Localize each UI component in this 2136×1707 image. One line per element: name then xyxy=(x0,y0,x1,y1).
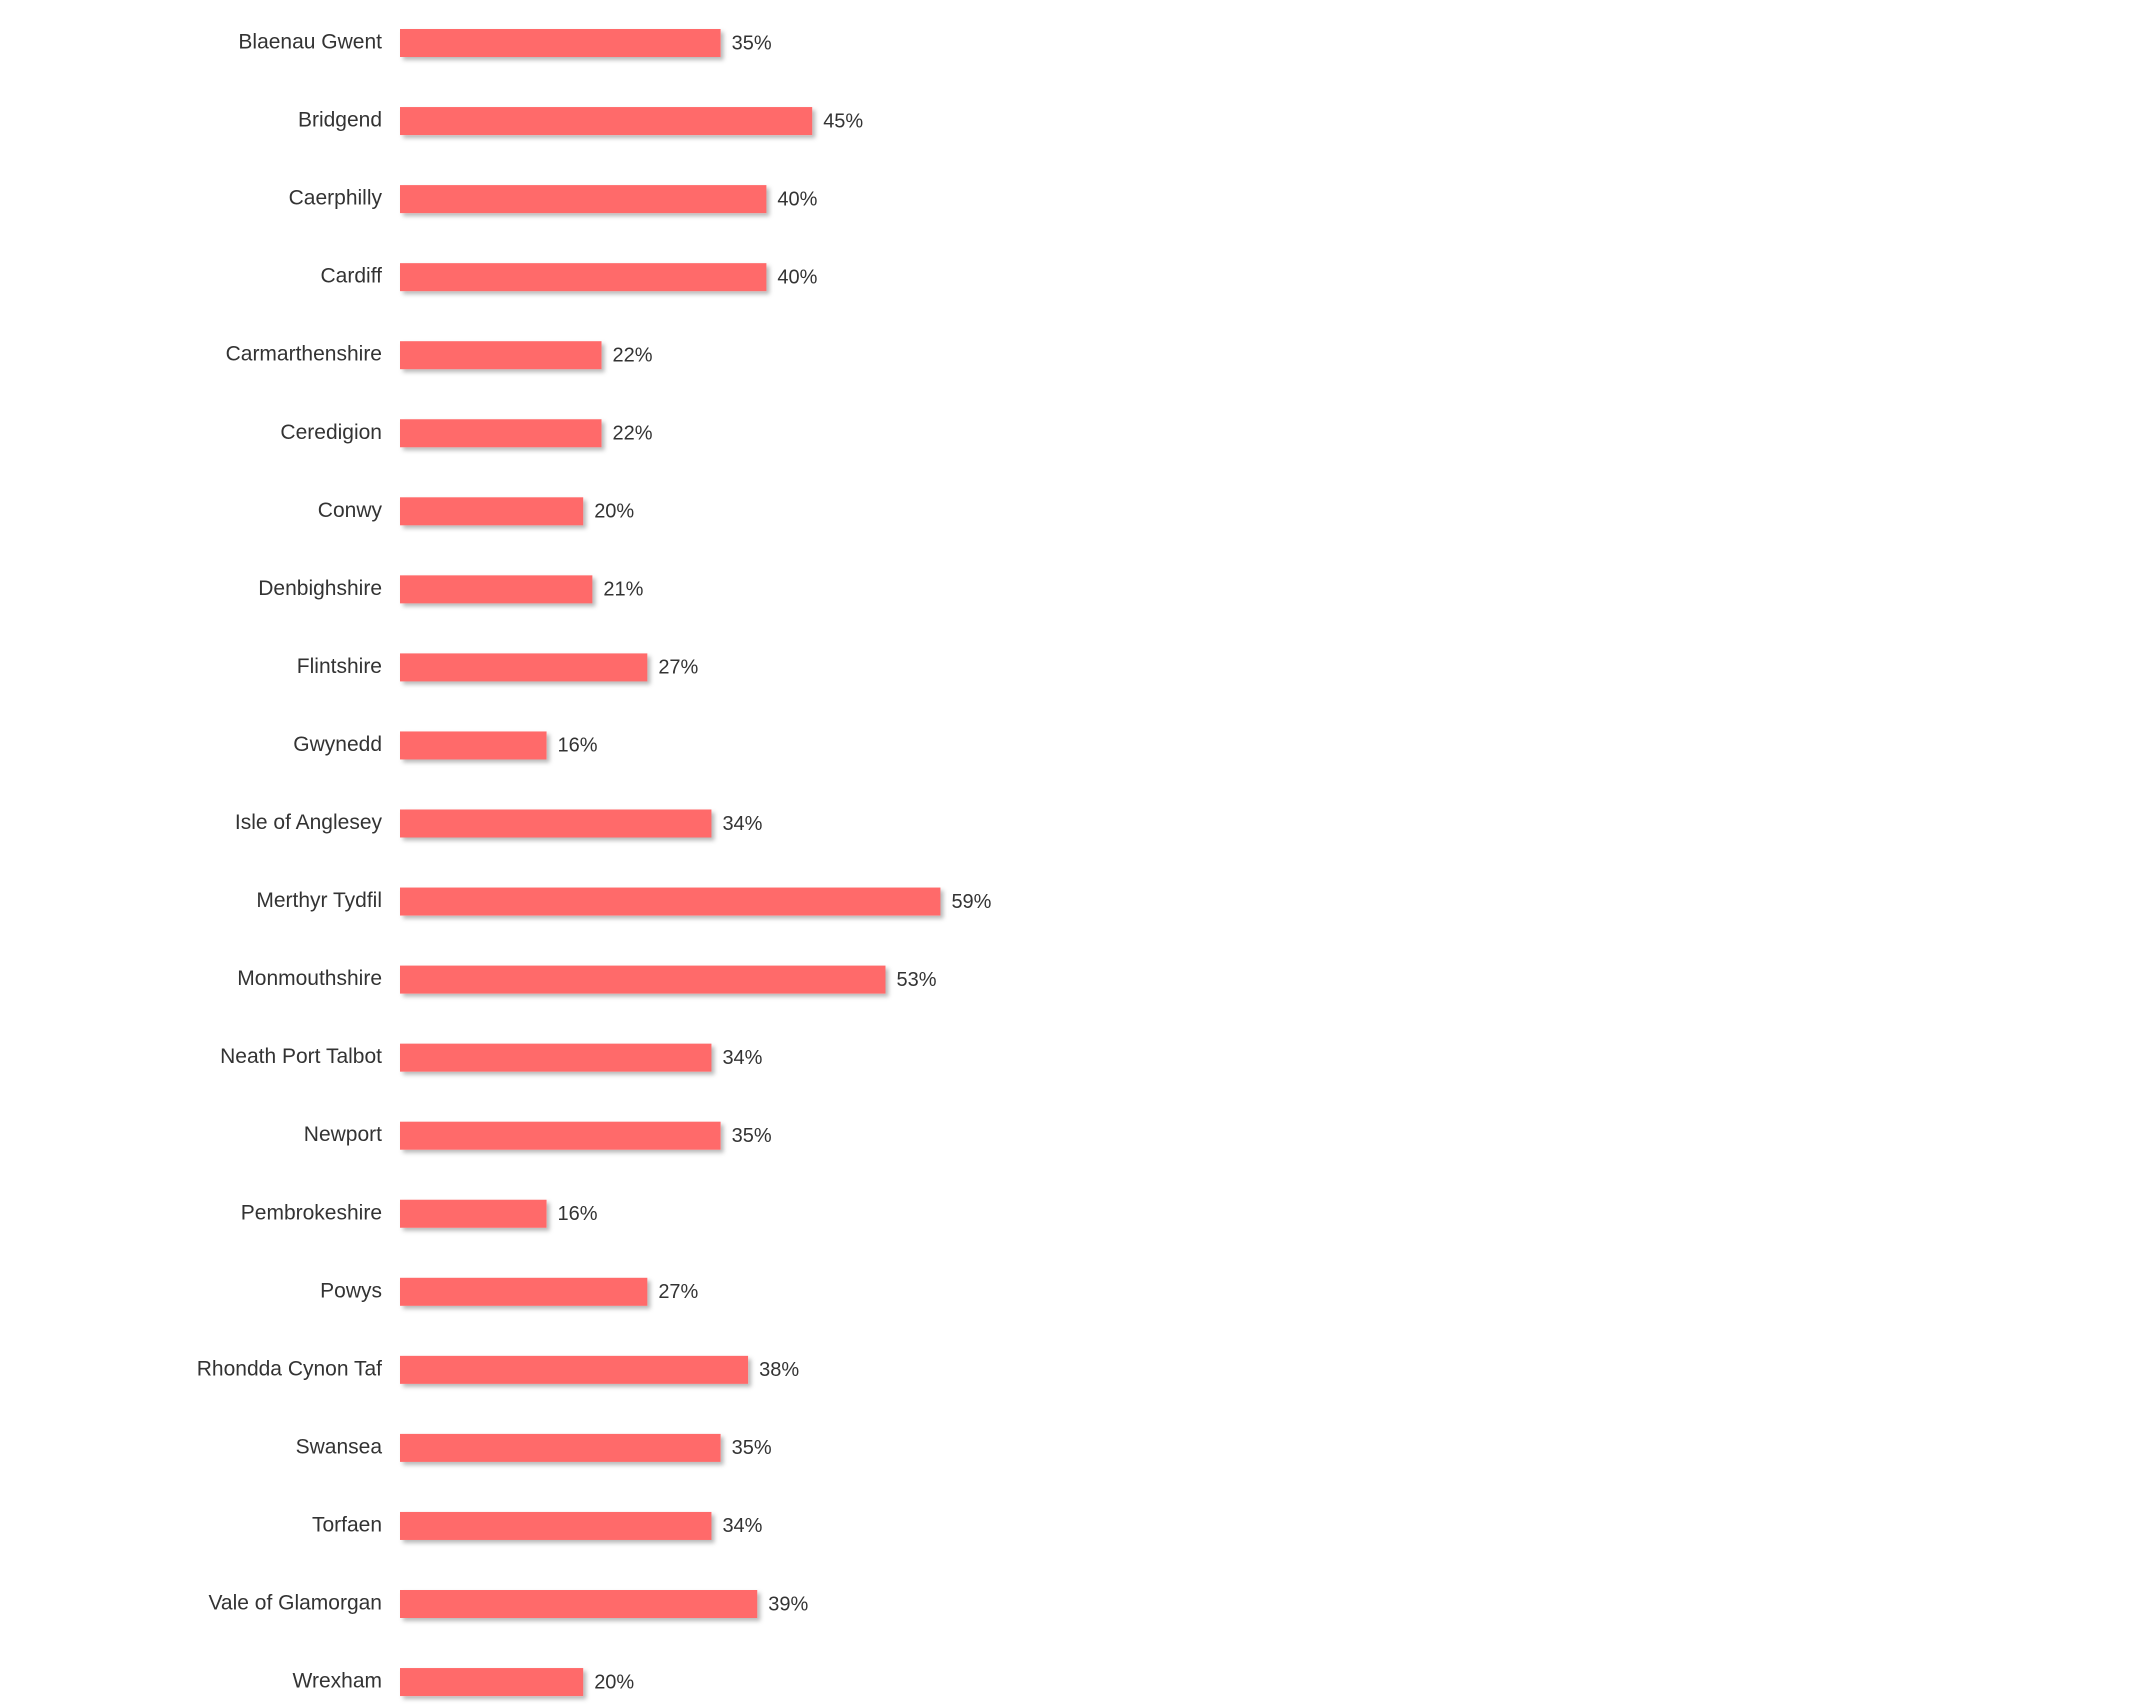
category-label-denbighshire: Denbighshire xyxy=(258,577,382,600)
category-label-merthyr-tydfil: Merthyr Tydfil xyxy=(256,889,382,912)
category-label-wrexham: Wrexham xyxy=(293,1670,382,1693)
bar-vale-of-glamorgan xyxy=(400,1590,758,1618)
category-label-conwy: Conwy xyxy=(318,499,383,522)
value-label-cardiff: 40% xyxy=(777,266,817,288)
category-label-powys: Powys xyxy=(320,1279,382,1302)
value-label-wrexham: 20% xyxy=(594,1671,634,1693)
value-label-isle-of-anglesey: 34% xyxy=(722,813,762,835)
value-label-blaenau-gwent: 35% xyxy=(732,32,772,54)
bar-neath-port-talbot xyxy=(400,1043,712,1072)
value-label-flintshire: 27% xyxy=(658,657,698,679)
bar-cardiff xyxy=(400,263,767,292)
bar-carmarthenshire xyxy=(400,341,602,370)
value-label-carmarthenshire: 22% xyxy=(613,344,653,366)
category-label-flintshire: Flintshire xyxy=(297,655,382,678)
category-label-ceredigion: Ceredigion xyxy=(280,421,382,444)
value-label-merthyr-tydfil: 59% xyxy=(951,891,991,913)
value-labels-group: 35% 45% 40% 40% 22% 22% 20% 21% 27% 16% 34% 59% 53% 3… xyxy=(558,32,992,1693)
bar-monmouthshire xyxy=(400,965,886,994)
value-label-newport: 35% xyxy=(732,1125,772,1147)
bar-blaenau-gwent xyxy=(400,29,721,57)
category-label-vale-of-glamorgan: Vale of Glamorgan xyxy=(208,1592,382,1615)
bars-group xyxy=(400,29,941,1697)
value-label-swansea: 35% xyxy=(732,1437,772,1459)
bar-conwy xyxy=(400,497,584,526)
category-label-neath-port-talbot: Neath Port Talbot xyxy=(220,1045,382,1068)
value-label-bridgend: 45% xyxy=(823,110,863,132)
category-label-newport: Newport xyxy=(304,1123,382,1146)
category-label-carmarthenshire: Carmarthenshire xyxy=(226,343,382,366)
value-label-denbighshire: 21% xyxy=(603,579,643,601)
bar-powys xyxy=(400,1277,648,1306)
bar-merthyr-tydfil xyxy=(400,887,941,916)
category-label-bridgend: Bridgend xyxy=(298,109,382,132)
value-label-conwy: 20% xyxy=(594,501,634,523)
value-label-ceredigion: 22% xyxy=(613,423,653,445)
category-labels-group: Blaenau Gwent Bridgend Caerphilly Cardiff Ca… xyxy=(197,31,383,1693)
category-label-blaenau-gwent: Blaenau Gwent xyxy=(238,31,382,54)
value-label-powys: 27% xyxy=(658,1281,698,1303)
bar-isle-of-anglesey xyxy=(400,809,712,838)
bar-denbighshire xyxy=(400,575,593,604)
value-label-monmouthshire: 53% xyxy=(896,969,936,991)
category-label-caerphilly: Caerphilly xyxy=(289,187,383,210)
value-label-caerphilly: 40% xyxy=(777,188,817,210)
value-label-neath-port-talbot: 34% xyxy=(722,1047,762,1069)
value-label-torfaen: 34% xyxy=(722,1515,762,1537)
category-label-swansea: Swansea xyxy=(296,1435,383,1458)
value-label-rhondda-cynon-taf: 38% xyxy=(759,1359,799,1381)
category-label-isle-of-anglesey: Isle of Anglesey xyxy=(235,811,383,834)
bar-flintshire xyxy=(400,653,648,682)
bar-gwynedd xyxy=(400,731,547,760)
bar-ceredigion xyxy=(400,419,602,448)
category-label-torfaen: Torfaen xyxy=(312,1513,382,1536)
category-label-rhondda-cynon-taf: Rhondda Cynon Taf xyxy=(197,1357,382,1380)
bar-pembrokeshire xyxy=(400,1199,547,1228)
bar-rhondda-cynon-taf xyxy=(400,1355,749,1384)
category-label-cardiff: Cardiff xyxy=(321,265,383,288)
bar-torfaen xyxy=(400,1511,712,1540)
value-label-vale-of-glamorgan: 39% xyxy=(768,1593,808,1615)
value-label-gwynedd: 16% xyxy=(558,735,598,757)
category-label-monmouthshire: Monmouthshire xyxy=(237,967,382,990)
bar-caerphilly xyxy=(400,185,767,214)
bar-swansea xyxy=(400,1433,721,1462)
category-label-pembrokeshire: Pembrokeshire xyxy=(241,1201,382,1224)
category-label-gwynedd: Gwynedd xyxy=(293,733,382,756)
bar-bridgend xyxy=(400,107,813,136)
bar-newport xyxy=(400,1121,721,1150)
bar-wrexham xyxy=(400,1668,584,1697)
value-label-pembrokeshire: 16% xyxy=(558,1203,598,1225)
